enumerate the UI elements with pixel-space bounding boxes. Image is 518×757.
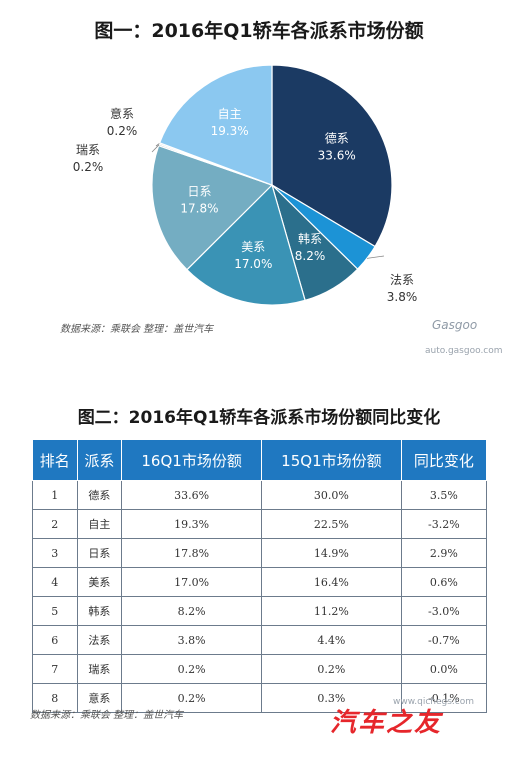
table-cell-派系: 日系 [76, 538, 123, 568]
pie-leader-line-1 [366, 255, 385, 259]
table-title: 图二：2016年Q1轿车各派系市场份额同比变化 [77, 408, 441, 428]
table-cell-15Q1市场份额: 0.3% [261, 683, 402, 713]
table-cell-排名: 3 [32, 538, 78, 568]
pie-leader-line-6 [155, 143, 160, 147]
table-cell-16Q1市场份额: 33.6% [121, 480, 262, 510]
pie-label-value-0: 33.6% [318, 148, 356, 162]
table-cell-15Q1市场份额: 11.2% [261, 596, 402, 626]
column-header-4: 同比变化 [400, 439, 488, 481]
pie-label-name-4: 日系 [187, 185, 211, 199]
table-cell-排名: 6 [32, 625, 78, 655]
table-row: 6 法系 3.8% 4.4% -0.7% [32, 625, 488, 655]
table-row: 8 意系 0.2% 0.3% -0.1% [32, 683, 488, 713]
table-row: 1 德系 33.6% 30.0% 3.5% [32, 480, 488, 510]
pie-label-value-2: 8.2% [295, 249, 326, 263]
table-row: 4 美系 17.0% 16.4% 0.6% [32, 567, 488, 597]
table-cell-派系: 德系 [76, 480, 123, 510]
table-cell-16Q1市场份额: 17.8% [121, 538, 262, 568]
pie-label-name-7: 自主 [218, 107, 242, 121]
column-header-0: 排名 [32, 439, 78, 481]
table-cell-16Q1市场份额: 19.3% [121, 509, 262, 539]
table-cell-派系: 瑞系 [76, 654, 123, 684]
pie-slice-0 [271, 64, 393, 248]
pie-label-value-1: 3.8% [387, 290, 418, 304]
table-cell-16Q1市场份额: 8.2% [121, 596, 262, 626]
table-cell-16Q1市场份额: 17.0% [121, 567, 262, 597]
table-cell-16Q1市场份额: 3.8% [121, 625, 262, 655]
table-cell-同比变化: 3.5% [400, 480, 488, 510]
table-row: 7 瑞系 0.2% 0.2% 0.0% [32, 654, 488, 684]
pie-label-name-3: 美系 [241, 240, 265, 254]
pie-slice-3 [186, 183, 306, 306]
column-header-3: 15Q1市场份额 [261, 439, 402, 481]
table-cell-同比变化: 0.0% [400, 654, 488, 684]
table-cell-排名: 8 [32, 683, 78, 713]
pie-label-value-7: 19.3% [211, 124, 249, 138]
table-cell-同比变化: -0.7% [400, 625, 488, 655]
pie-label-name-1: 法系 [390, 273, 414, 287]
table-cell-16Q1市场份额: 0.2% [121, 654, 262, 684]
brand-logo: 汽车之友 [330, 708, 443, 738]
table-header-row: 排名 派系 16Q1市场份额 15Q1市场份额 同比变化 [32, 439, 488, 481]
pie-label-name-5: 瑞系 [76, 143, 100, 157]
pie-label-value-4: 17.8% [180, 202, 218, 216]
table-cell-15Q1市场份额: 22.5% [261, 509, 402, 539]
table-cell-派系: 自主 [76, 509, 123, 539]
table-cell-同比变化: -3.0% [400, 596, 488, 626]
pie-label-name-2: 韩系 [298, 231, 322, 246]
watermark-url: auto.gasgoo.com [425, 346, 503, 356]
table-cell-排名: 7 [32, 654, 78, 684]
pie-label-value-3: 17.0% [234, 257, 272, 271]
table-source-note: 数据来源：乘联会 整理：盖世汽车 [30, 710, 184, 721]
table-cell-同比变化: -3.2% [400, 509, 488, 539]
table-cell-同比变化: -0.1% [400, 683, 488, 713]
table-cell-排名: 2 [32, 509, 78, 539]
column-header-1: 派系 [76, 439, 123, 481]
table-row: 3 日系 17.8% 14.9% 2.9% [32, 538, 488, 568]
table-cell-15Q1市场份额: 4.4% [261, 625, 402, 655]
pie-leader-line-5 [151, 144, 160, 153]
pie-chart: 德系 33.6% 法系 3.8% 韩系 8.2% 美系 17.0% 日系 17.8% 瑞系 0.2% 意… [73, 64, 418, 306]
table-cell-排名: 5 [32, 596, 78, 626]
pie-label-value-6: 0.2% [107, 124, 138, 138]
table-cell-排名: 1 [32, 480, 78, 510]
table-cell-15Q1市场份额: 14.9% [261, 538, 402, 568]
table-row: 2 自主 19.3% 22.5% -3.2% [32, 509, 488, 539]
column-header-2: 16Q1市场份额 [121, 439, 262, 481]
pie-label-value-5: 0.2% [73, 160, 104, 174]
pie-label-name-6: 意系 [110, 106, 134, 121]
table-cell-同比变化: 2.9% [400, 538, 488, 568]
pie-label-name-0: 德系 [325, 130, 349, 145]
pie-slice-7 [158, 64, 273, 186]
table-cell-15Q1市场份额: 16.4% [261, 567, 402, 597]
table-cell-15Q1市场份额: 30.0% [261, 480, 402, 510]
table-row: 5 韩系 8.2% 11.2% -3.0% [32, 596, 488, 626]
table-cell-15Q1市场份额: 0.2% [261, 654, 402, 684]
table-cell-派系: 法系 [76, 625, 123, 655]
share-change-table: 排名 派系 16Q1市场份额 15Q1市场份额 同比变化 1 德系 33.6% 30.0% 3.… [32, 439, 488, 713]
pie-source-note: 数据来源：乘联会 整理：盖世汽车 [60, 324, 214, 335]
table-cell-派系: 美系 [76, 567, 123, 597]
table-cell-排名: 4 [32, 567, 78, 597]
watermark-url-2: www.qichegs.com [393, 697, 475, 707]
pie-chart-title: 图一：2016年Q1轿车各派系市场份额 [94, 20, 424, 42]
table-cell-同比变化: 0.6% [400, 567, 488, 597]
table-body: 1 德系 33.6% 30.0% 3.5% 2 自主 19.3% 22.5% -3.2% 3 日系 17… [32, 480, 488, 713]
table-cell-派系: 韩系 [76, 596, 123, 626]
pie-slice-4 [151, 144, 274, 271]
gasgoo-logo: Gasgoo [432, 318, 478, 332]
